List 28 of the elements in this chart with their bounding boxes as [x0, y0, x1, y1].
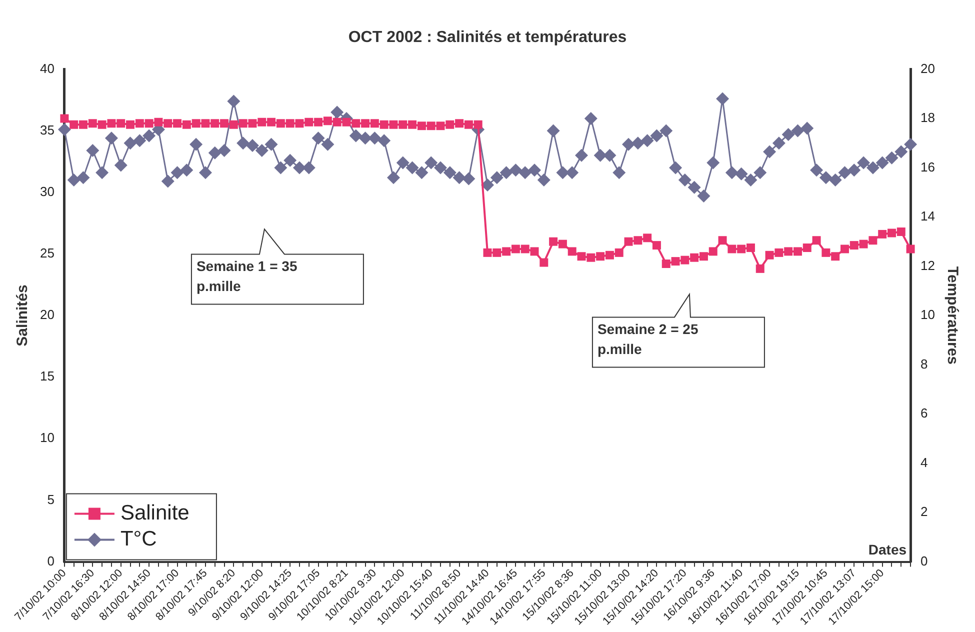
legend-label: T°C [120, 528, 157, 551]
y2-tick-label: 4 [920, 454, 928, 470]
y-tick-label: 25 [40, 245, 54, 260]
y-axis-title: Salinités [14, 284, 32, 346]
legend-label: Salinite [120, 502, 190, 525]
y-tick-label: 35 [40, 122, 54, 138]
y2-tick-label: 18 [920, 110, 936, 126]
y-tick-label: 40 [40, 60, 54, 76]
y2-tick-label: 8 [920, 356, 928, 372]
y2-tick-label: 2 [920, 504, 928, 520]
y-tick-label: 0 [47, 553, 54, 568]
y2-tick-label: 0 [920, 553, 928, 568]
y2-axis-title: Températures [944, 266, 961, 365]
y2-tick-label: 12 [920, 258, 936, 273]
y2-tick-label: 10 [920, 307, 936, 322]
chart-title: OCT 2002 : Salinités et températures [348, 29, 627, 46]
y2-tick-label: 16 [920, 159, 936, 174]
y-tick-label: 5 [47, 492, 54, 507]
annotation: Semaine 1 = 35 p.mille [196, 258, 298, 294]
y-tick-label: 30 [40, 184, 54, 199]
y2-tick-label: 6 [920, 406, 928, 421]
annotation: Semaine 2 = 25 p.mille [597, 321, 698, 358]
y-tick-label: 10 [40, 430, 54, 446]
y2-tick-label: 20 [920, 60, 936, 76]
x-axis-title: Dates [868, 542, 907, 558]
y-tick-label: 15 [40, 368, 54, 384]
y-tick-label: 20 [40, 307, 54, 322]
y2-tick-label: 14 [920, 208, 936, 224]
